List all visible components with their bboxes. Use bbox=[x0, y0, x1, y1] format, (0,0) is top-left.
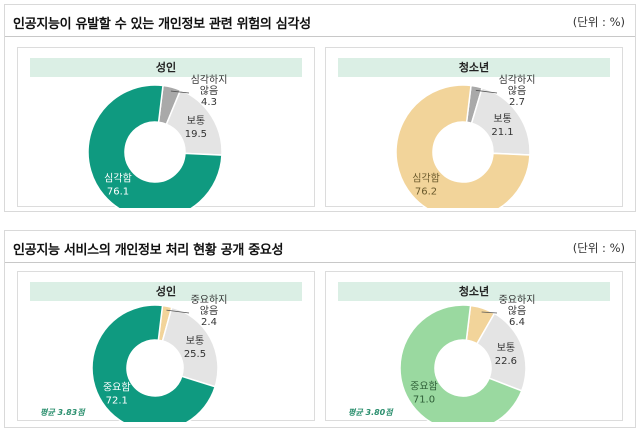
slice-value: 2.7 bbox=[509, 97, 525, 108]
slice-label: 않음 bbox=[508, 305, 526, 317]
adult-importance-panel: 성인 중요함 72.1 보통 25.5 중요하지 않음 2.4 평균 3.83점 bbox=[17, 271, 315, 422]
slice-value: 6.4 bbox=[509, 317, 525, 328]
section-title: 인공지능 서비스의 개인정보 처리 현황 공개 중요성 bbox=[13, 243, 284, 258]
donut-slice-1 bbox=[470, 86, 531, 156]
unit-label: (단위 : %) bbox=[572, 241, 625, 255]
donut-slice-0 bbox=[395, 84, 531, 208]
panel-header: 청소년 bbox=[338, 58, 610, 77]
donut-slice-1 bbox=[161, 306, 219, 388]
adult-severity-panel: 성인 심각함 76.1 보통 19.5 심각하지 않음 4.3 bbox=[17, 47, 315, 208]
donut-slice-0 bbox=[91, 304, 217, 422]
disclosure-importance-section: 인공지능 서비스의 개인정보 처리 현황 공개 중요성 (단위 : %) 성인 … bbox=[4, 230, 636, 428]
slice-value: 76.1 bbox=[107, 186, 129, 197]
slice-label: 중요함 bbox=[410, 380, 438, 392]
youth-importance-panel: 청소년 중요함 71.0 보통 22.6 중요하지 않음 6.4 평균 3.80점 bbox=[325, 271, 623, 422]
slice-label: 중요함 bbox=[103, 382, 131, 394]
slice-label: 않음 bbox=[200, 305, 218, 317]
leader-line bbox=[166, 309, 190, 314]
unit-label: (단위 : %) bbox=[572, 15, 625, 29]
donut-slice-0 bbox=[87, 84, 223, 208]
risk-severity-section: 인공지능이 유발할 수 있는 개인정보 관련 위험의 심각성 (단위 : %) … bbox=[4, 4, 636, 212]
donut-slice-0 bbox=[399, 304, 523, 422]
slice-label: 심각하지 bbox=[191, 73, 228, 86]
slice-value: 22.6 bbox=[495, 356, 517, 367]
slice-label: 않음 bbox=[200, 85, 218, 97]
slice-value: 25.5 bbox=[184, 349, 206, 360]
leader-line bbox=[475, 89, 498, 94]
section-title: 인공지능이 유발할 수 있는 개인정보 관련 위험의 심각성 bbox=[13, 17, 311, 32]
youth-severity-panel: 청소년 심각함 76.2 보통 21.1 심각하지 않음 2.7 bbox=[325, 47, 623, 208]
section-divider bbox=[5, 262, 635, 263]
leader-line bbox=[170, 90, 190, 94]
leader-line bbox=[481, 311, 498, 314]
panel-header: 청소년 bbox=[338, 282, 610, 301]
slice-value: 2.4 bbox=[201, 317, 217, 328]
slice-label: 심각함 bbox=[104, 172, 132, 184]
slice-label: 심각함 bbox=[412, 172, 440, 184]
average-score-note: 평균 3.83점 bbox=[40, 408, 85, 417]
panel-header: 성인 bbox=[30, 58, 302, 77]
slice-label: 않음 bbox=[508, 85, 526, 97]
section-divider bbox=[5, 36, 635, 37]
slice-value: 4.3 bbox=[201, 97, 217, 108]
slice-value: 71.0 bbox=[413, 394, 435, 405]
slice-label: 심각하지 bbox=[499, 73, 536, 86]
slice-label: 보통 bbox=[497, 342, 515, 354]
slice-value: 19.5 bbox=[185, 129, 207, 140]
slice-label: 중요하지 bbox=[499, 293, 536, 306]
slice-value: 76.2 bbox=[415, 186, 437, 197]
panel-header: 성인 bbox=[30, 282, 302, 301]
slice-label: 보통 bbox=[186, 335, 204, 347]
average-score-note: 평균 3.80점 bbox=[348, 408, 393, 417]
slice-value: 21.1 bbox=[491, 127, 513, 138]
slice-label: 중요하지 bbox=[191, 293, 228, 306]
slice-label: 보통 bbox=[187, 115, 205, 127]
slice-label: 보통 bbox=[493, 113, 511, 125]
slice-value: 72.1 bbox=[106, 396, 128, 407]
